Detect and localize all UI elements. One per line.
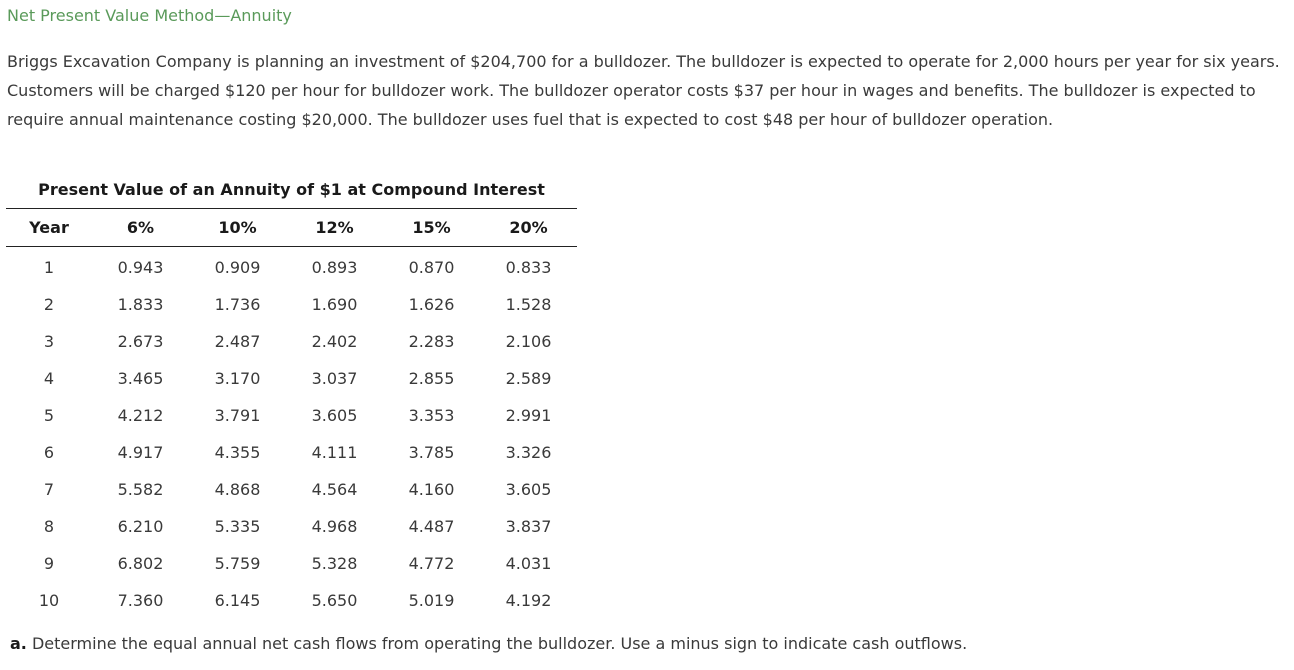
- cell-value: 4.031: [505, 554, 552, 573]
- cell-value: 1.626: [408, 295, 455, 314]
- cell-value: 1.528: [505, 295, 552, 314]
- question-a: a. Determine the equal annual net cash f…: [10, 634, 967, 653]
- cell-value: 2.106: [505, 332, 552, 351]
- cell-value: 4.487: [408, 517, 455, 536]
- cell-year: 2: [43, 295, 55, 314]
- cell-value: 4.968: [311, 517, 358, 536]
- cell-value: 2.589: [505, 369, 552, 388]
- cell-value: 3.605: [505, 480, 552, 499]
- cell-value: 4.111: [311, 443, 358, 462]
- cell-value: 4.192: [505, 591, 552, 610]
- cell-year: 3: [43, 332, 55, 351]
- table-row: 7 5.582 4.868 4.564 4.160 3.605: [6, 471, 577, 508]
- present-value-table-container: Present Value of an Annuity of $1 at Com…: [6, 178, 577, 619]
- cell-value: 2.673: [117, 332, 164, 351]
- table-header-row: Year 6% 10% 12% 15% 20%: [6, 208, 577, 247]
- table-caption: Present Value of an Annuity of $1 at Com…: [38, 180, 545, 199]
- table-row: 3 2.673 2.487 2.402 2.283 2.106: [6, 323, 577, 360]
- table-row: 9 6.802 5.759 5.328 4.772 4.031: [6, 545, 577, 582]
- cell-value: 4.868: [214, 480, 261, 499]
- cell-value: 0.909: [214, 258, 261, 277]
- header-rate-6: 6%: [92, 208, 189, 247]
- cell-value: 2.283: [408, 332, 455, 351]
- cell-value: 5.650: [311, 591, 358, 610]
- cell-value: 5.582: [117, 480, 164, 499]
- cell-value: 2.487: [214, 332, 261, 351]
- cell-value: 5.759: [214, 554, 261, 573]
- cell-value: 0.943: [117, 258, 164, 277]
- cell-value: 1.736: [214, 295, 261, 314]
- cell-value: 3.326: [505, 443, 552, 462]
- present-value-annuity-table: Year 6% 10% 12% 15% 20% 1 0.943 0.909 0.…: [6, 208, 577, 619]
- cell-value: 3.170: [214, 369, 261, 388]
- question-text: Determine the equal annual net cash flow…: [26, 634, 968, 653]
- cell-value: 0.870: [408, 258, 455, 277]
- cell-value: 0.833: [505, 258, 552, 277]
- page-title: Net Present Value Method—Annuity: [7, 6, 292, 25]
- cell-year: 7: [43, 480, 55, 499]
- cell-value: 4.355: [214, 443, 261, 462]
- cell-value: 1.690: [311, 295, 358, 314]
- header-rate-20: 20%: [480, 208, 577, 247]
- table-row: 6 4.917 4.355 4.111 3.785 3.326: [6, 434, 577, 471]
- cell-year: 10: [38, 591, 60, 610]
- cell-value: 1.833: [117, 295, 164, 314]
- cell-value: 3.605: [311, 406, 358, 425]
- cell-value: 4.917: [117, 443, 164, 462]
- cell-value: 6.210: [117, 517, 164, 536]
- cell-value: 5.335: [214, 517, 261, 536]
- cell-value: 5.019: [408, 591, 455, 610]
- header-rate-15: 15%: [383, 208, 480, 247]
- table-row: 4 3.465 3.170 3.037 2.855 2.589: [6, 360, 577, 397]
- cell-year: 5: [43, 406, 55, 425]
- cell-value: 4.564: [311, 480, 358, 499]
- cell-year: 4: [43, 369, 55, 388]
- cell-value: 2.855: [408, 369, 455, 388]
- cell-value: 4.212: [117, 406, 164, 425]
- cell-value: 0.893: [311, 258, 358, 277]
- cell-year: 1: [43, 258, 55, 277]
- cell-value: 3.785: [408, 443, 455, 462]
- cell-value: 3.465: [117, 369, 164, 388]
- cell-value: 4.160: [408, 480, 455, 499]
- cell-value: 2.402: [311, 332, 358, 351]
- question-label: a.: [10, 634, 27, 653]
- header-rate-10: 10%: [189, 208, 286, 247]
- cell-year: 9: [43, 554, 55, 573]
- header-year: Year: [6, 208, 92, 247]
- table-row: 8 6.210 5.335 4.968 4.487 3.837: [6, 508, 577, 545]
- table-row: 1 0.943 0.909 0.893 0.870 0.833: [6, 247, 577, 287]
- cell-value: 3.791: [214, 406, 261, 425]
- cell-value: 2.991: [505, 406, 552, 425]
- cell-value: 4.772: [408, 554, 455, 573]
- cell-value: 3.037: [311, 369, 358, 388]
- cell-value: 7.360: [117, 591, 164, 610]
- cell-value: 5.328: [311, 554, 358, 573]
- problem-statement: Briggs Excavation Company is planning an…: [7, 52, 1280, 129]
- cell-value: 6.802: [117, 554, 164, 573]
- cell-value: 3.837: [505, 517, 552, 536]
- cell-year: 6: [43, 443, 55, 462]
- cell-value: 3.353: [408, 406, 455, 425]
- header-rate-12: 12%: [286, 208, 383, 247]
- cell-value: 6.145: [214, 591, 261, 610]
- table-row: 5 4.212 3.791 3.605 3.353 2.991: [6, 397, 577, 434]
- table-row: 2 1.833 1.736 1.690 1.626 1.528: [6, 286, 577, 323]
- cell-year: 8: [43, 517, 55, 536]
- table-row: 10 7.360 6.145 5.650 5.019 4.192: [6, 582, 577, 619]
